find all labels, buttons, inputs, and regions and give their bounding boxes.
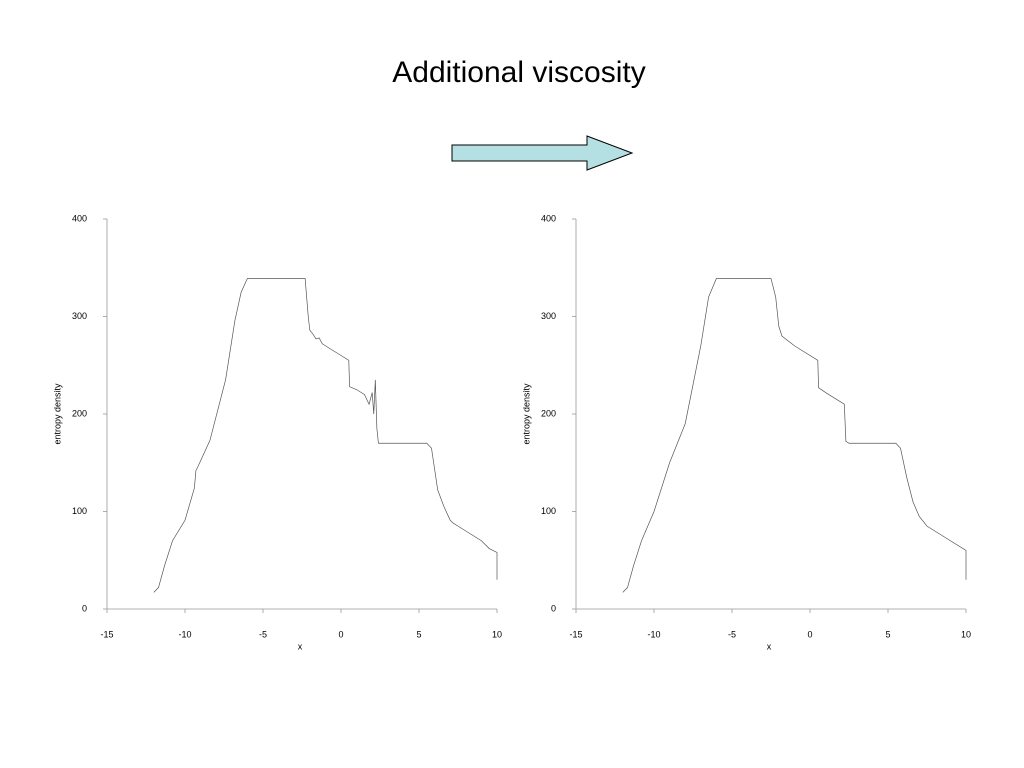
slide-title: Additional viscosity (392, 56, 645, 89)
x-axis-label: x (767, 641, 772, 651)
y-tick-label: 300 (72, 311, 87, 321)
x-tick-label: -15 (569, 629, 582, 639)
y-tick-label: 0 (551, 603, 556, 613)
arrow (451, 135, 634, 171)
y-tick-label: 0 (82, 603, 87, 613)
x-tick-label: -10 (178, 629, 191, 639)
y-tick-label: 200 (541, 408, 556, 418)
y-tick-label: 300 (541, 311, 556, 321)
y-tick-label: 400 (72, 213, 87, 223)
y-tick-label: 100 (541, 506, 556, 516)
y-tick-label: 400 (541, 213, 556, 223)
y-axis-label: entropy density (52, 383, 62, 445)
x-tick-label: 0 (807, 629, 812, 639)
x-tick-label: -15 (100, 629, 113, 639)
data-line (153, 278, 498, 593)
x-tick-label: 10 (961, 629, 971, 639)
x-tick-label: -10 (647, 629, 660, 639)
x-tick-label: -5 (728, 629, 736, 639)
x-tick-label: -5 (259, 629, 267, 639)
x-tick-label: 10 (492, 629, 502, 639)
x-axis-label: x (298, 641, 303, 651)
y-tick-label: 100 (72, 506, 87, 516)
y-tick-label: 200 (72, 408, 87, 418)
data-line (622, 278, 967, 593)
y-axis-label: entropy density (521, 383, 531, 445)
x-tick-label: 5 (885, 629, 890, 639)
x-tick-label: 0 (338, 629, 343, 639)
x-tick-label: 5 (416, 629, 421, 639)
